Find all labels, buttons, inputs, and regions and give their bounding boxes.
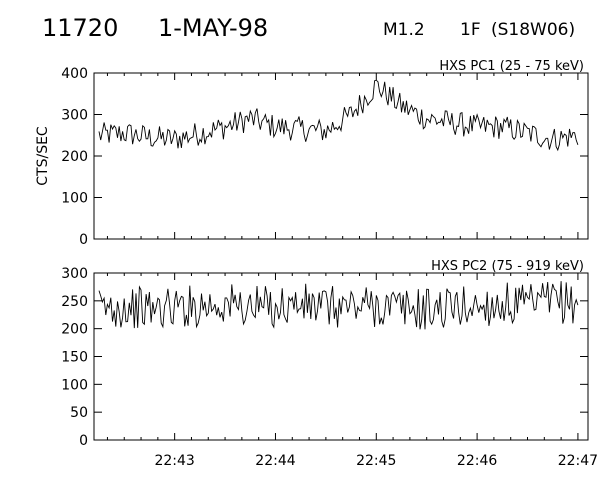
series-line [98,79,579,152]
y-axis-label: CTS/SEC [35,126,51,186]
event-number: 11720 [42,14,119,42]
plot-frame [93,72,589,240]
x-tick-label: 22:45 [356,453,396,469]
y-tick-label: 300 [61,266,88,282]
y-tick-label: 200 [61,149,88,165]
y-tick-label: 0 [79,433,88,449]
panel-title: HXS PC1 (25 - 75 keV) [439,59,584,74]
flare-location: (S18W06) [491,20,576,40]
y-tick-label: 100 [61,377,88,393]
optical-class: 1F [460,20,481,40]
y-tick-label: 50 [70,405,88,421]
flare-class: M1.2 [383,20,425,40]
y-tick-label: 200 [61,322,88,338]
series-line [98,281,579,330]
x-tick-label: 22:43 [154,453,194,469]
y-tick-label: 250 [61,294,88,310]
x-tick-label: 22:47 [558,453,598,469]
y-tick-label: 300 [61,108,88,124]
y-tick-label: 0 [79,232,88,248]
x-tick-label: 22:44 [255,453,295,469]
x-tick-label: 22:46 [457,453,497,469]
panel-title: HXS PC2 (75 - 919 keV) [431,259,584,274]
y-tick-label: 100 [61,191,88,207]
y-tick-label: 150 [61,350,88,366]
y-tick-label: 400 [61,66,88,82]
event-date: 1-MAY-98 [158,14,269,42]
plot-frame [93,272,589,441]
